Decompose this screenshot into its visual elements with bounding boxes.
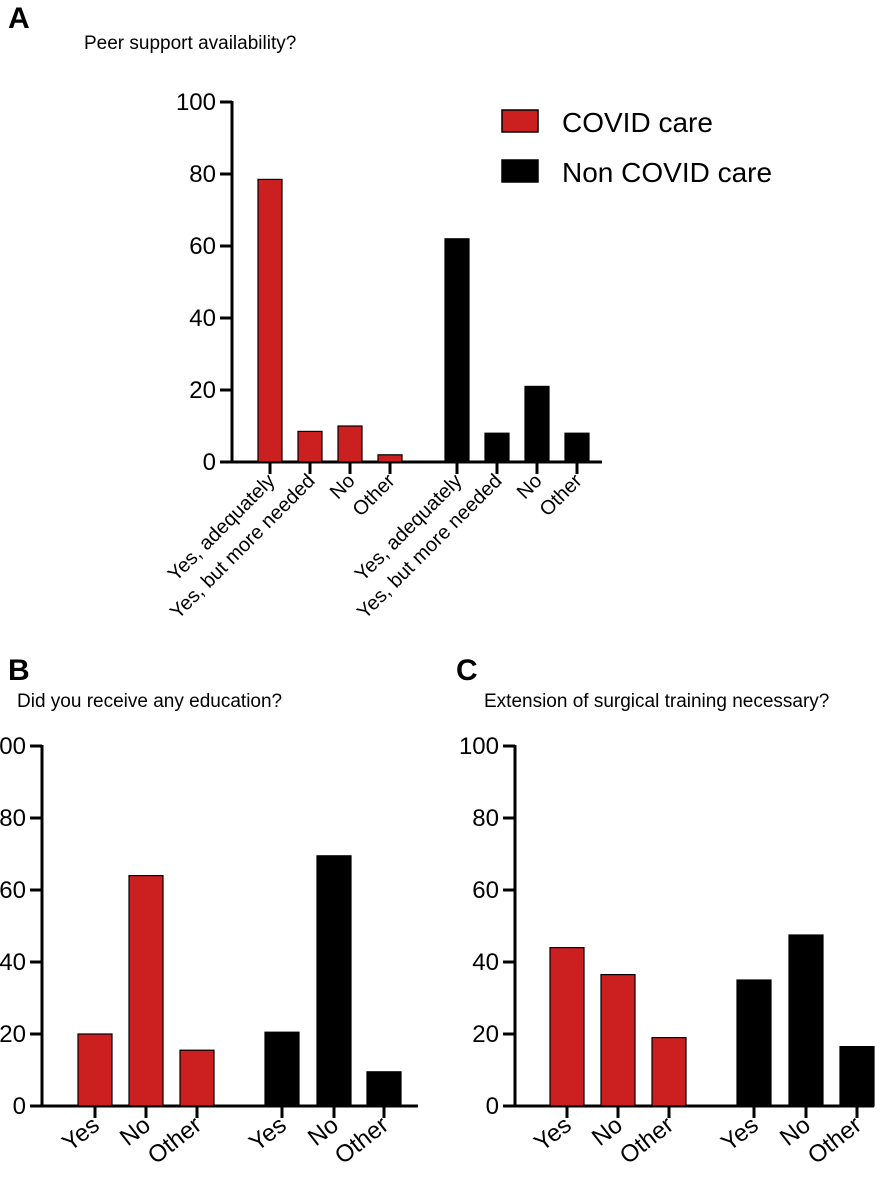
panel-c-title: Extension of surgical training necessary… <box>484 691 829 712</box>
bar-covid <box>77 1033 113 1107</box>
bar-covid <box>377 454 403 463</box>
bar-noncovid <box>736 979 772 1107</box>
panel-a: A Peer support availability? <box>8 2 296 54</box>
y-tick-label: 80 <box>0 805 26 832</box>
x-tick-label: Yes <box>57 1111 104 1156</box>
bar-covid <box>128 874 164 1107</box>
bar-noncovid <box>366 1071 402 1107</box>
bar-noncovid <box>316 855 352 1107</box>
x-tick-label: Yes <box>529 1111 576 1156</box>
y-tick-label: 20 <box>472 1021 499 1048</box>
y-tick-label: 40 <box>0 949 26 976</box>
bar-noncovid <box>264 1031 300 1107</box>
x-tick-label: Other <box>536 470 587 521</box>
bar-noncovid <box>484 432 510 463</box>
legend-label-covid: COVID care <box>562 107 713 138</box>
y-tick-label: 0 <box>13 1093 26 1120</box>
y-tick-label: 100 <box>459 733 499 760</box>
y-tick-label: 100 <box>176 89 216 116</box>
bar-noncovid <box>524 385 550 463</box>
panel-a-letter: A <box>8 2 30 35</box>
bar-noncovid <box>788 934 824 1107</box>
bar-noncovid <box>444 238 470 463</box>
x-tick-label: Yes <box>716 1111 763 1156</box>
y-tick-label: 0 <box>486 1093 499 1120</box>
x-tick-label: Yes <box>244 1111 291 1156</box>
x-tick-label: Other <box>615 1111 679 1169</box>
bar-noncovid <box>564 432 590 463</box>
y-tick-label: 20 <box>0 1021 26 1048</box>
bar-covid <box>179 1049 215 1107</box>
panel-c-letter: C <box>456 654 478 687</box>
bar-covid <box>297 430 323 463</box>
y-tick-label: 60 <box>0 877 26 904</box>
panel-b-title: Did you receive any education? <box>17 691 282 712</box>
x-tick-label: Other <box>330 1111 394 1169</box>
panel-c: C Extension of surgical training necessa… <box>456 654 829 712</box>
bar-covid <box>600 973 636 1107</box>
legend: COVID care Non COVID care <box>501 107 772 188</box>
bar-covid <box>651 1036 687 1107</box>
y-tick-label: 100 <box>0 733 26 760</box>
x-tick-label: Other <box>143 1111 207 1169</box>
bar-noncovid <box>839 1045 875 1107</box>
y-tick-label: 20 <box>189 377 216 404</box>
y-tick-label: 40 <box>189 305 216 332</box>
legend-label-noncovid: Non COVID care <box>562 157 772 188</box>
y-tick-label: 80 <box>189 161 216 188</box>
y-tick-label: 0 <box>203 449 216 476</box>
panel-a-title: Peer support availability? <box>84 33 296 54</box>
y-tick-label: 60 <box>189 233 216 260</box>
x-tick-label: Other <box>349 470 400 521</box>
legend-swatch-covid <box>501 109 539 133</box>
bar-covid <box>337 425 363 463</box>
panel-b: B Did you receive any education? <box>8 654 282 712</box>
y-tick-label: 80 <box>472 805 499 832</box>
y-tick-label: 40 <box>472 949 499 976</box>
bar-covid <box>549 946 585 1107</box>
x-tick-label: Other <box>803 1111 867 1169</box>
y-tick-label: 60 <box>472 877 499 904</box>
legend-swatch-noncovid <box>501 159 539 183</box>
bar-covid <box>257 178 283 463</box>
panel-b-letter: B <box>8 654 30 687</box>
